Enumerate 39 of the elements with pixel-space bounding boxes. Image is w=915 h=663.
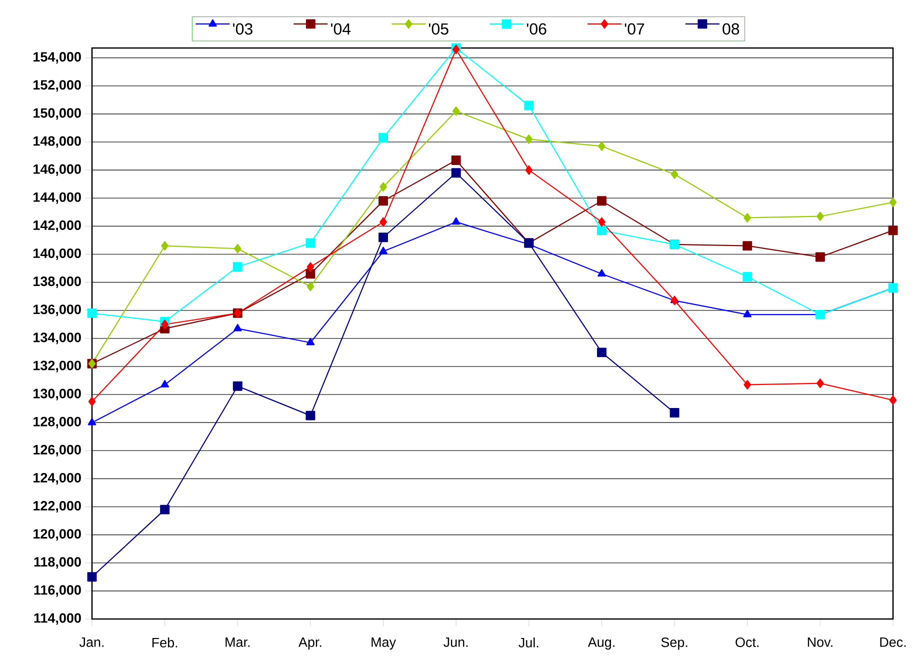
- y-tick-label: 132,000: [34, 360, 81, 372]
- x-tick-label: Jan.: [79, 638, 104, 647]
- legend-label: '03: [233, 23, 252, 35]
- legend-label: '07: [624, 23, 644, 35]
- y-tick-label: 118,000: [34, 557, 81, 569]
- y-tick-label: 124,000: [34, 472, 81, 484]
- y-tick-label: 126,000: [34, 444, 81, 456]
- y-tick-label: 148,000: [34, 136, 81, 148]
- x-tick-label: Apr.: [298, 638, 322, 650]
- legend-label: '05: [428, 23, 448, 35]
- y-tick-label: 114,000: [34, 613, 81, 625]
- y-tick-label: 150,000: [34, 108, 81, 120]
- x-tick-label: Oct.: [736, 638, 759, 648]
- y-tick-label: 134,000: [34, 332, 81, 344]
- x-tick-label: Mar.: [226, 638, 250, 647]
- y-tick-label: 152,000: [34, 80, 81, 92]
- legend-label: '06: [526, 23, 546, 35]
- x-tick-label: Feb.: [152, 638, 178, 648]
- y-tick-label: 136,000: [34, 304, 81, 316]
- x-tick-label: Jun.: [444, 638, 468, 647]
- x-tick-label: Sep.: [661, 638, 688, 650]
- x-tick-label: May: [372, 638, 396, 650]
- x-tick-label: Jul.: [518, 638, 538, 648]
- y-tick-label: 120,000: [34, 529, 81, 541]
- y-tick-label: 116,000: [34, 585, 81, 597]
- x-tick-label: Nov.: [808, 638, 832, 647]
- legend-label: 08: [722, 23, 740, 35]
- y-tick-label: 122,000: [34, 501, 81, 513]
- y-tick-label: 142,000: [34, 220, 81, 232]
- y-tick-label: 130,000: [34, 388, 81, 400]
- y-tick-label: 154,000: [34, 52, 81, 64]
- x-tick-label: Aug.: [588, 638, 614, 650]
- x-tick-label: Dec.: [880, 638, 906, 647]
- y-tick-label: 146,000: [34, 164, 81, 176]
- y-tick-label: 140,000: [34, 248, 81, 260]
- y-tick-label: 144,000: [34, 192, 81, 204]
- legend-label: '04: [331, 23, 351, 35]
- y-tick-label: 128,000: [34, 416, 81, 428]
- y-tick-label: 138,000: [34, 276, 81, 288]
